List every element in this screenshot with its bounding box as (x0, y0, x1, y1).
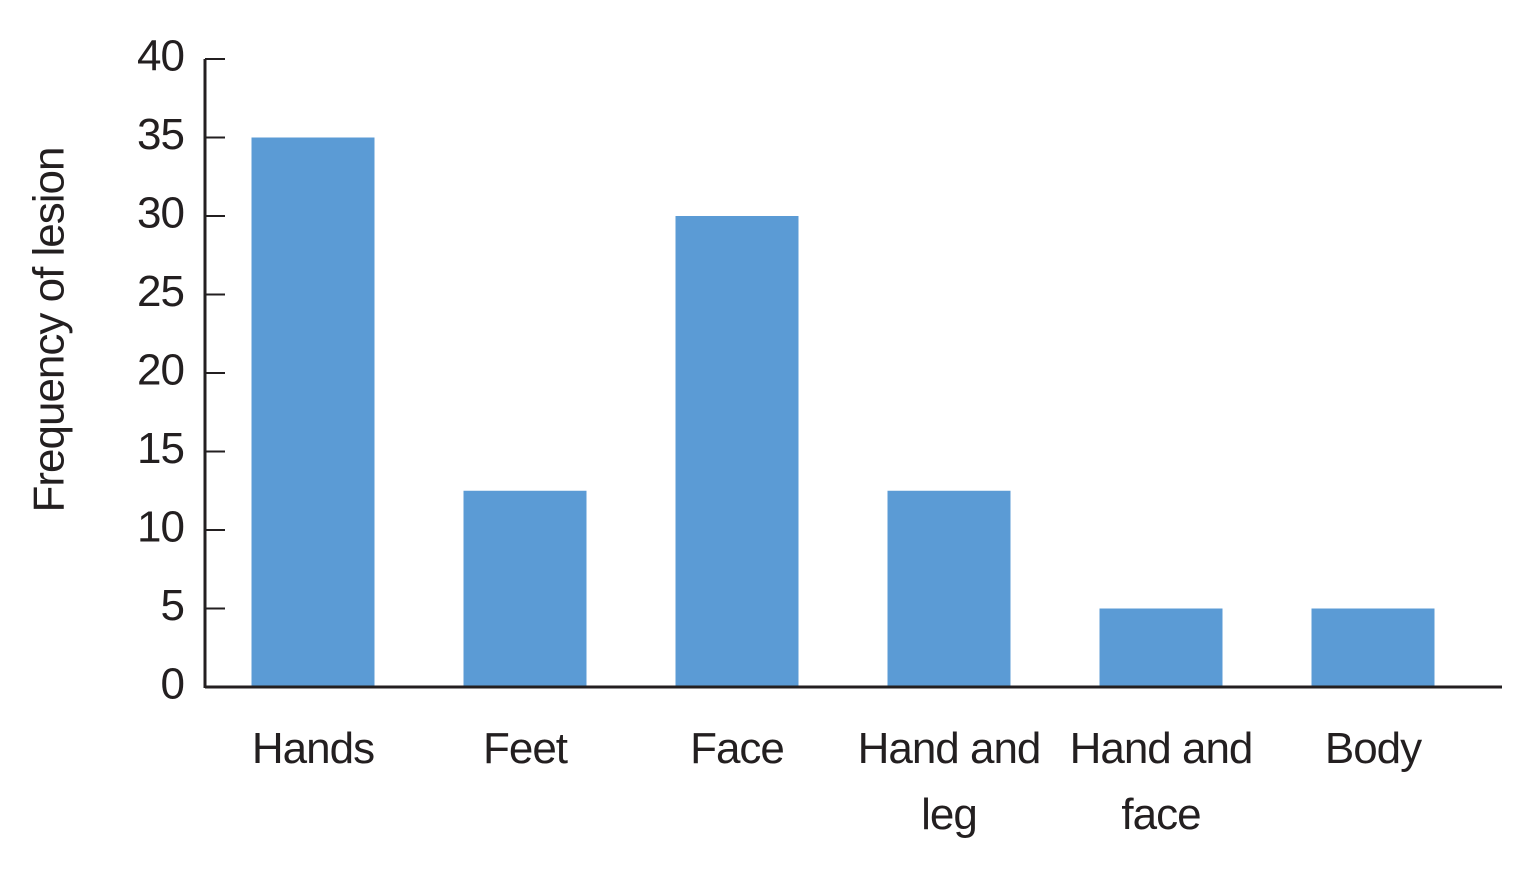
y-tick-label: 10 (137, 503, 184, 552)
y-tick-label: 0 (161, 660, 184, 709)
y-tick-label: 30 (137, 189, 184, 238)
x-tick-label: Hands (251, 724, 375, 773)
y-tick-label: 40 (137, 32, 184, 81)
y-tick-label: 15 (137, 424, 184, 473)
x-tick-label: Feet (482, 724, 568, 773)
x-tick-label: Hand and face (1069, 724, 1254, 839)
x-tick-label: Face (690, 724, 785, 773)
x-tick-label: Hand and leg (857, 724, 1042, 839)
y-tick-label: 25 (137, 267, 184, 316)
bar (675, 216, 799, 687)
y-tick-label: 35 (137, 110, 184, 159)
bar (1311, 608, 1435, 687)
x-tick-label: Body (1324, 724, 1422, 773)
y-tick-label: 5 (161, 581, 184, 630)
bar (463, 490, 587, 687)
bar (887, 490, 1011, 687)
y-tick-label: 20 (137, 346, 184, 395)
bar (1099, 608, 1223, 687)
bar (251, 137, 375, 687)
y-axis-label: Frequency of lesion (25, 148, 74, 513)
